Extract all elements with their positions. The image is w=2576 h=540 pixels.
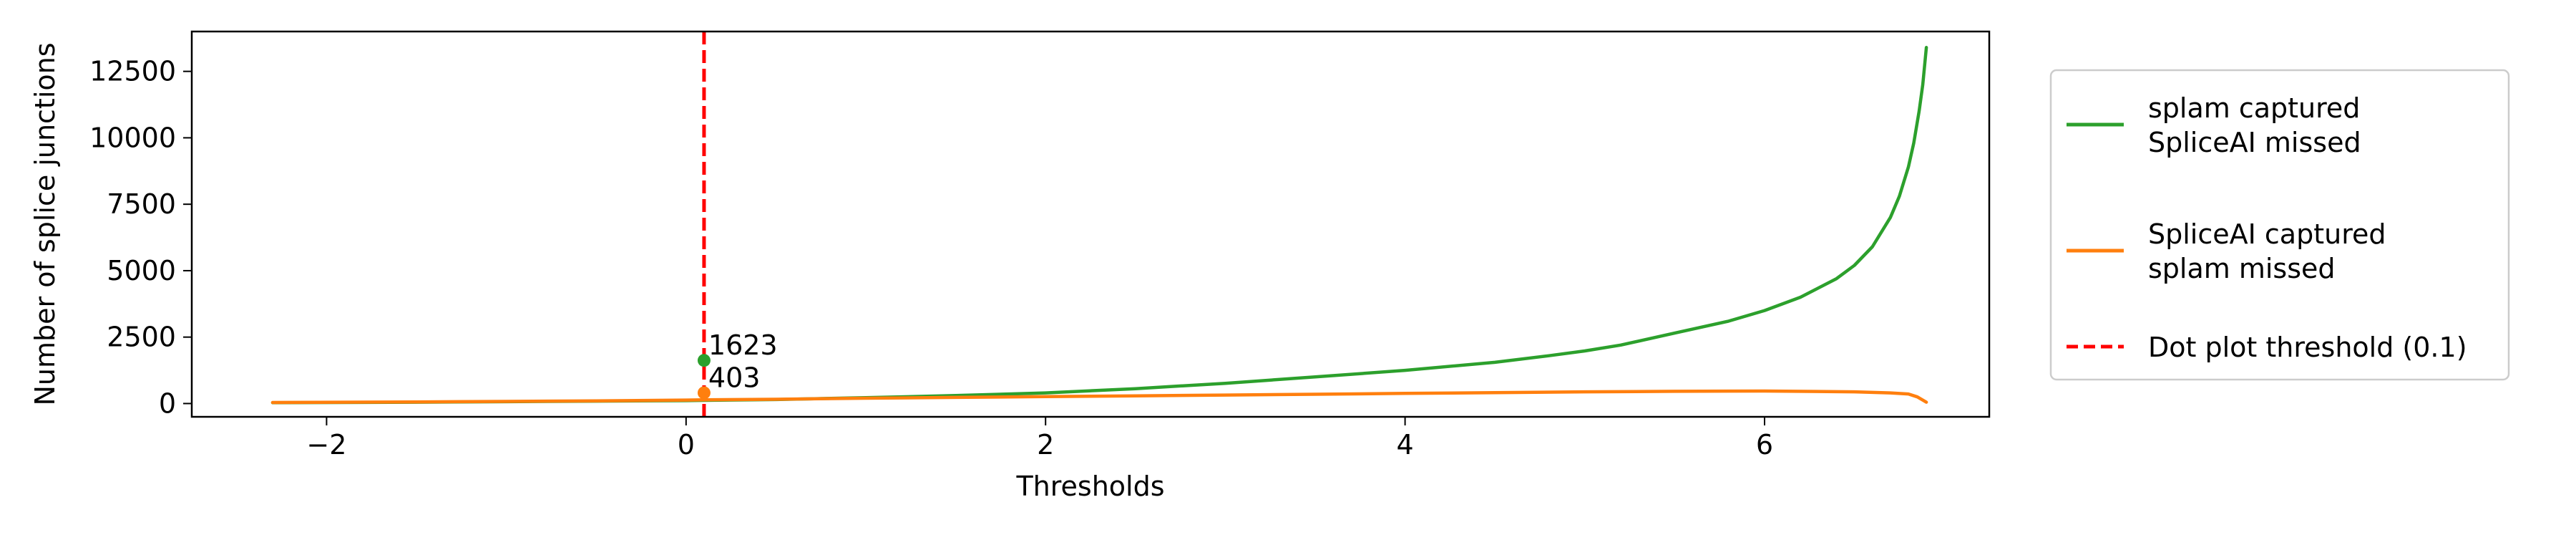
- series-line-1: [270, 389, 1928, 405]
- legend-label-0: SpliceAI missed: [2148, 127, 2361, 158]
- y-tick-label: 10000: [89, 122, 176, 153]
- x-tick-label: 6: [1756, 429, 1773, 461]
- series-line-0: [270, 46, 1928, 405]
- data-point-label: 403: [708, 362, 761, 393]
- legend-label-1: SpliceAI captured: [2148, 218, 2386, 250]
- y-axis: 0 2500 5000 7500 10000 12500: [89, 56, 192, 419]
- y-tick-label: 0: [159, 387, 176, 419]
- legend-label-1: splam missed: [2148, 253, 2336, 284]
- y-tick-label: 7500: [107, 188, 176, 220]
- plot-frame: [190, 30, 1991, 418]
- x-axis-label: Thresholds: [1015, 471, 1164, 502]
- legend-box: [2049, 69, 2510, 381]
- legend-label-2: Dot plot threshold (0.1): [2148, 332, 2467, 363]
- y-tick-label: 12500: [89, 56, 176, 87]
- y-tick-label: 5000: [107, 255, 176, 286]
- x-axis: −2 0 2 4 6: [306, 417, 1773, 461]
- x-tick-label: 0: [678, 429, 695, 461]
- data-point-marker: [697, 354, 711, 367]
- x-tick-label: 2: [1037, 429, 1054, 461]
- data-point-marker: [697, 386, 711, 400]
- y-axis-label: Number of splice junctions: [29, 42, 61, 405]
- y-tick-label: 2500: [107, 322, 176, 353]
- data-point-label: 1623: [708, 329, 778, 361]
- x-tick-label: 4: [1397, 429, 1414, 461]
- series-group: [270, 32, 1928, 417]
- x-tick-label: −2: [306, 429, 346, 461]
- legend-label-0: splam captured: [2148, 92, 2360, 124]
